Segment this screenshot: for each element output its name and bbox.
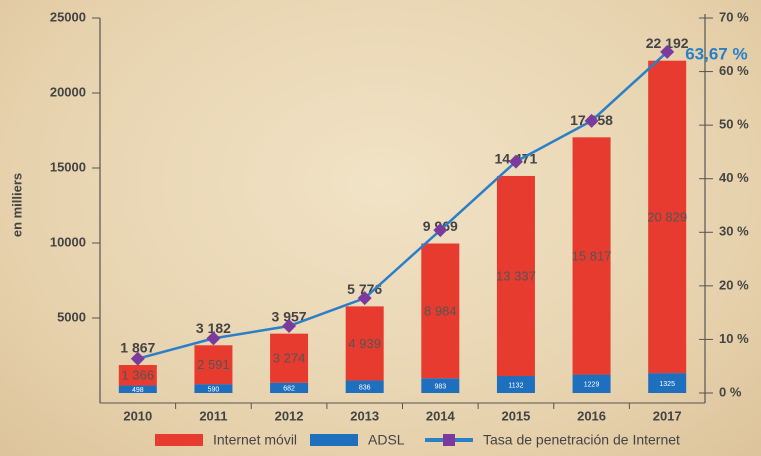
segment-label: 682 xyxy=(283,386,295,393)
y2-tick-label: 30 % xyxy=(719,224,749,239)
annotation: 63,67 % xyxy=(685,44,747,63)
total-label: 1 867 xyxy=(120,340,155,356)
line-marker xyxy=(357,291,372,306)
line-marker xyxy=(508,154,523,169)
segment-label: 2 591 xyxy=(197,357,230,372)
segment-label: 983 xyxy=(434,383,446,390)
x-tick-label: 2014 xyxy=(426,408,456,423)
y-tick-label: 20000 xyxy=(50,84,86,99)
legend-marker xyxy=(443,434,455,446)
y2-tick-label: 20 % xyxy=(719,277,749,292)
y2-tick-label: 60 % xyxy=(719,63,749,78)
y2-tick-label: 70 % xyxy=(719,9,749,24)
bar-segment xyxy=(118,385,157,393)
legend-swatch xyxy=(310,434,358,446)
line-marker xyxy=(206,331,221,346)
bar-segment xyxy=(270,382,309,393)
x-tick-label: 2015 xyxy=(501,408,530,423)
x-tick-label: 2017 xyxy=(653,408,682,423)
x-tick-label: 2011 xyxy=(199,408,227,423)
bar-segment xyxy=(421,243,460,379)
total-label: 22 192 xyxy=(646,35,689,51)
line xyxy=(137,50,669,360)
bar-segment xyxy=(648,373,687,393)
total-label: 3 182 xyxy=(196,320,231,336)
y-tick-label: 25000 xyxy=(50,9,86,24)
x-tick-label: 2016 xyxy=(577,408,606,423)
bar-segment xyxy=(648,60,687,374)
segment-label: 836 xyxy=(359,385,371,392)
y-tick-label: 5000 xyxy=(57,309,86,324)
segment-label: 4 939 xyxy=(348,336,381,351)
legend-label: ADSL xyxy=(368,432,405,448)
bar-segment xyxy=(572,137,611,375)
y2-tick-label: 10 % xyxy=(719,331,749,346)
total-label: 3 957 xyxy=(272,308,307,324)
x-tick-label: 2010 xyxy=(123,408,152,423)
segment-label: 13 337 xyxy=(496,268,536,283)
bar-segment xyxy=(572,374,611,393)
bar-segment xyxy=(496,376,535,393)
line-marker xyxy=(584,113,599,128)
segment-label: 498 xyxy=(132,387,144,394)
total-label: 5 776 xyxy=(347,281,382,297)
legend-swatch xyxy=(155,434,203,446)
x-tick-label: 2013 xyxy=(350,408,379,423)
y2-tick-label: 0 % xyxy=(719,384,742,399)
line-marker xyxy=(130,351,145,366)
bar-segment xyxy=(270,333,309,383)
x-tick-label: 2012 xyxy=(275,408,304,423)
y-axis-label: en milliers xyxy=(9,173,24,237)
bar-segment xyxy=(496,175,535,377)
segment-label: 8 984 xyxy=(424,303,457,318)
segment-label: 15 817 xyxy=(572,248,612,263)
segment-label: 1229 xyxy=(584,382,600,389)
segment-label: 1 366 xyxy=(122,368,155,383)
bar-segment xyxy=(345,380,384,393)
segment-label: 3 274 xyxy=(273,351,306,366)
y2-tick-label: 40 % xyxy=(719,170,749,185)
line-marker xyxy=(433,223,448,238)
segment-label: 20 829 xyxy=(647,209,687,224)
line-marker xyxy=(660,44,675,59)
bar-segment xyxy=(118,365,157,386)
y-tick-label: 15000 xyxy=(50,159,86,174)
y2-tick-label: 50 % xyxy=(719,117,749,132)
bar-segment xyxy=(421,378,460,393)
segment-label: 1325 xyxy=(659,381,675,388)
line-marker xyxy=(282,319,297,334)
y-tick-label: 10000 xyxy=(50,234,86,249)
segment-label: 1132 xyxy=(508,382,523,389)
legend-label: Internet móvil xyxy=(213,432,297,448)
bar-segment xyxy=(194,384,233,393)
bar-segment xyxy=(345,306,384,381)
legend-label: Tasa de penetración de Internet xyxy=(483,432,680,448)
segment-label: 590 xyxy=(208,386,220,393)
bar-segment xyxy=(194,345,233,385)
